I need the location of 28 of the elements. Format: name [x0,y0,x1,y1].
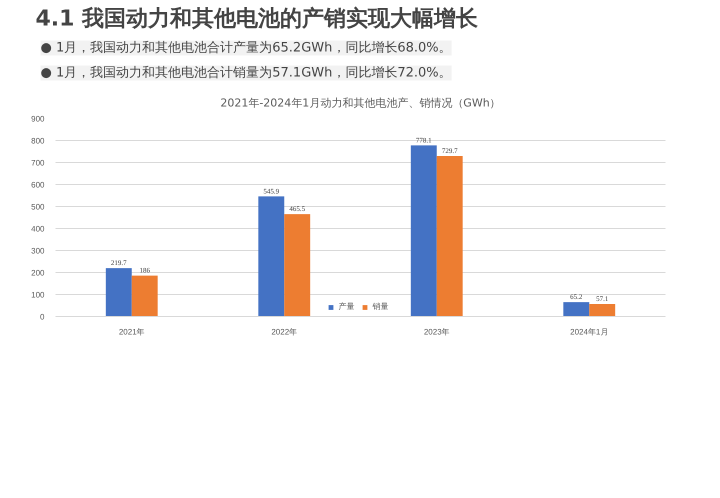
text: 4.1 我国动力和其他电池的产销实现大幅增长 [36,6,480,32]
y-tick-label: 600 [31,180,46,190]
y-tick-label: 200 [31,268,46,278]
y-tick-label: 500 [31,202,46,212]
y-tick-label: 400 [31,224,46,234]
legend-label: 产量 [338,301,356,312]
y-tick-label: 100 [31,290,46,300]
bar [563,302,590,316]
bar [410,145,437,316]
y-tick-label: 700 [31,158,46,168]
x-tick-label: 2021年 [118,328,145,336]
bar [106,268,132,316]
bar [589,304,616,316]
y-tick-label: 900 [31,114,46,124]
y-tick-label: 800 [31,136,46,146]
x-tick-label: 2022年 [271,328,298,336]
bar [284,214,310,316]
bar [132,276,158,316]
x-tick-label: 2024年1月 [570,328,608,336]
chart-title: 2021年-2024年1月动力和其他电池产、销情况（GWh） [220,96,501,110]
text: ● 1月，我国动力和其他电池合计产量为65.2GWh，同比增长68.0%。 [40,40,452,56]
y-tick-label: 0 [40,312,46,322]
bar [436,156,463,316]
legend-label: 销量 [372,301,390,312]
bar [258,196,284,316]
x-tick-label: 2023年 [424,328,450,336]
text: ● 1月，我国动力和其他电池合计销量为57.1GWh，同比增长72.0%。 [40,66,452,80]
y-tick-label: 300 [31,246,46,256]
